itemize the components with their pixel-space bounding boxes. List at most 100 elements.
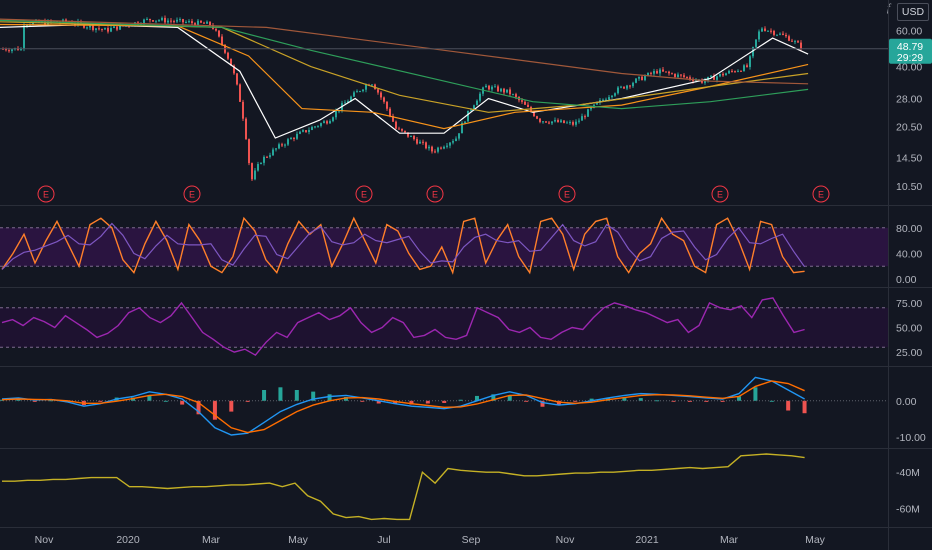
candle-body — [407, 132, 409, 137]
candle-body — [11, 49, 13, 52]
candle-body — [440, 147, 442, 149]
candle-body — [755, 39, 757, 47]
macd-histogram-bar — [294, 390, 299, 401]
candle-body — [335, 110, 337, 118]
candle-body — [164, 17, 166, 23]
candle-body — [194, 23, 196, 26]
macd-tick-label: -10.00 — [896, 432, 926, 444]
candle-body — [308, 129, 310, 133]
candle-body — [215, 28, 217, 31]
candle-body — [479, 93, 481, 101]
candle-body — [146, 18, 148, 20]
candle-body — [158, 20, 160, 22]
macd-histogram-bar — [98, 400, 103, 402]
candle-body — [461, 122, 463, 134]
candle-body — [92, 25, 94, 30]
candle-body — [290, 137, 292, 140]
candle-body — [398, 128, 400, 130]
candle-body — [380, 92, 382, 98]
candle-body — [686, 76, 688, 78]
currency-selector[interactable]: USD — [897, 3, 929, 21]
moving-average-line — [0, 18, 809, 85]
candle-body — [614, 93, 616, 96]
obv-tick-label: -60M — [896, 503, 920, 515]
candle-body — [311, 127, 313, 130]
candle-body — [677, 74, 679, 77]
candle-body — [737, 70, 739, 72]
candle-body — [602, 99, 604, 101]
earnings-marker-label: E — [717, 190, 723, 200]
candle-body — [416, 139, 418, 144]
candle-body — [524, 101, 526, 105]
candle-body — [344, 102, 346, 104]
macd-histogram-bar — [737, 396, 742, 401]
x-axis-label: 2021 — [635, 534, 659, 546]
candle-body — [674, 73, 676, 77]
candle-body — [278, 144, 280, 149]
candle-body — [728, 70, 730, 74]
candle-body — [116, 26, 118, 30]
candle-body — [173, 21, 175, 23]
stochastic-d-line — [1, 222, 806, 270]
candle-body — [422, 141, 424, 143]
macd-histogram-bar — [32, 400, 37, 402]
earnings-marker-label: E — [189, 190, 195, 200]
candle-body — [86, 27, 88, 29]
price-badge-countdown: 29:29 — [897, 52, 923, 64]
macd-histogram-bar — [425, 400, 430, 404]
candle-body — [659, 69, 661, 74]
candle-body — [281, 144, 283, 146]
indicator-line — [1, 380, 805, 434]
macd-histogram-bar — [0, 399, 4, 401]
earnings-marker — [558, 185, 576, 203]
moving-average-line — [0, 19, 809, 110]
candle-body — [701, 79, 703, 83]
earnings-marker-label: E — [361, 190, 367, 200]
x-axis-label: 2020 — [116, 534, 140, 546]
candle-body — [32, 21, 34, 25]
macd-histogram-bar — [147, 395, 152, 401]
macd-histogram-bar — [573, 400, 578, 402]
candle-body — [626, 85, 628, 89]
macd-histogram-bar — [556, 400, 561, 406]
macd-histogram-bar — [507, 395, 512, 401]
candle-body — [161, 17, 163, 21]
candle-body — [314, 126, 316, 128]
candle-body — [110, 28, 112, 32]
candle-body — [710, 75, 712, 77]
macd-histogram-bar — [311, 391, 316, 401]
candle-body — [794, 41, 796, 43]
macd-histogram-bar — [589, 398, 594, 401]
candle-body — [653, 71, 655, 74]
candle-body — [665, 71, 667, 73]
candle-body — [119, 24, 121, 30]
candle-body — [485, 85, 487, 88]
macd-histogram-bar — [671, 400, 676, 402]
x-axis-label: Sep — [462, 534, 481, 546]
candle-body — [752, 46, 754, 57]
candle-body — [734, 71, 736, 73]
candle-body — [779, 33, 781, 35]
candle-body — [749, 56, 751, 67]
candle-body — [548, 122, 550, 124]
price-tick-label: 10.50 — [896, 181, 922, 193]
candle-body — [596, 102, 598, 105]
macd-histogram-bar — [720, 400, 725, 402]
candle-body — [623, 86, 625, 89]
candle-body — [203, 22, 205, 24]
candle-body — [611, 95, 613, 98]
candle-body — [179, 19, 181, 21]
x-axis-label: Nov — [556, 534, 575, 546]
candle-body — [563, 120, 565, 124]
macd-histogram-bar — [622, 397, 627, 401]
candle-body — [401, 128, 403, 131]
candle-body — [578, 120, 580, 122]
candle-body — [227, 52, 229, 59]
macd-histogram-bar — [524, 400, 529, 402]
candle-body — [641, 76, 643, 81]
candle-body — [320, 123, 322, 126]
candle-body — [26, 25, 28, 27]
candle-body — [359, 91, 361, 93]
candle-body — [305, 130, 307, 133]
